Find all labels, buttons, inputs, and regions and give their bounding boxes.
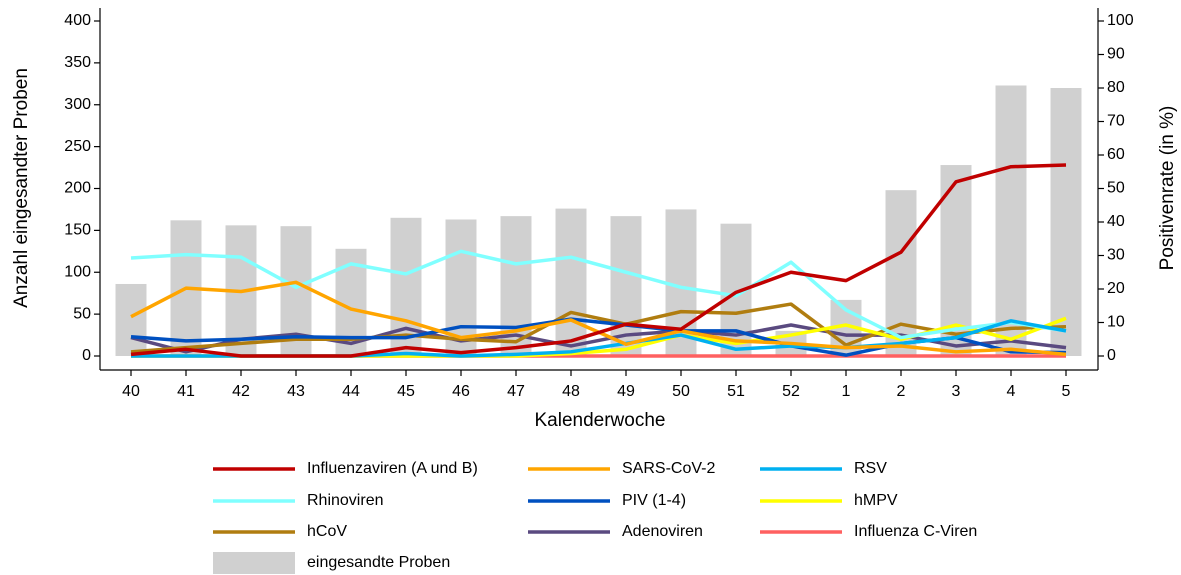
y2-tick-label: 20 [1107,280,1125,297]
y2-tick-label: 0 [1107,347,1116,364]
y2-tick-label: 50 [1107,180,1125,197]
x-tick-label: 42 [232,383,250,400]
legend-label: Influenzaviren (A und B) [307,460,478,477]
x-tick-label: 3 [952,383,961,400]
legend-label: SARS-CoV-2 [622,460,715,477]
x-tick-label: 47 [507,383,525,400]
y-tick-label: 350 [64,54,91,71]
legend-label: RSV [854,460,887,477]
y2-axis-title: Positivenrate (in %) [1157,106,1178,271]
x-tick-label: 1 [842,383,851,400]
x-axis-title: Kalenderwoche [535,410,666,431]
y2-tick-label: 100 [1107,12,1134,29]
y-tick-label: 100 [64,263,91,280]
x-tick-label: 4 [1007,383,1016,400]
legend-label: eingesandte Proben [307,554,450,571]
legend-label: hMPV [854,492,898,509]
x-tick-label: 44 [342,383,360,400]
x-tick-label: 51 [727,383,745,400]
line [130,163,1067,358]
x-tick-label: 43 [287,383,305,400]
legend-label: Rhinoviren [307,492,383,509]
legend-label: Influenza C-Viren [854,523,977,540]
y-tick-label: 50 [73,305,91,322]
bar [555,208,587,356]
y2-tick-label: 10 [1107,314,1125,331]
y-tick-label: 250 [64,138,91,155]
x-tick-label: 40 [122,383,140,400]
y-tick-label: 150 [64,222,91,239]
y2-tick-label: 80 [1107,79,1125,96]
y2-tick-label: 30 [1107,247,1125,264]
bar [995,85,1027,357]
x-tick-label: 45 [397,383,415,400]
bar [115,283,147,356]
y-tick-label: 200 [64,180,91,197]
y2-tick-label: 70 [1107,113,1125,130]
x-tick-label: 2 [897,383,906,400]
x-tick-label: 41 [177,383,195,400]
y-tick-label: 300 [64,96,91,113]
legend-label: PIV (1-4) [622,492,686,509]
y2-tick-label: 60 [1107,146,1125,163]
bar [1050,88,1082,356]
x-tick-label: 52 [782,383,800,400]
legend-label: hCoV [307,523,347,540]
x-tick-label: 48 [562,383,580,400]
y-tick-label: 0 [82,347,91,364]
y2-tick-label: 40 [1107,213,1125,230]
line [130,249,1067,340]
legend-label: Adenoviren [622,523,703,540]
legend-swatch [213,552,295,574]
x-tick-label: 49 [617,383,635,400]
line [130,302,1067,354]
y2-tick-label: 90 [1107,46,1125,63]
y-tick-label: 400 [64,12,91,29]
y-axis-title: Anzahl eingesandter Proben [11,68,32,308]
x-tick-label: 50 [672,383,690,400]
x-tick-label: 46 [452,383,470,400]
x-tick-label: 5 [1062,383,1071,400]
